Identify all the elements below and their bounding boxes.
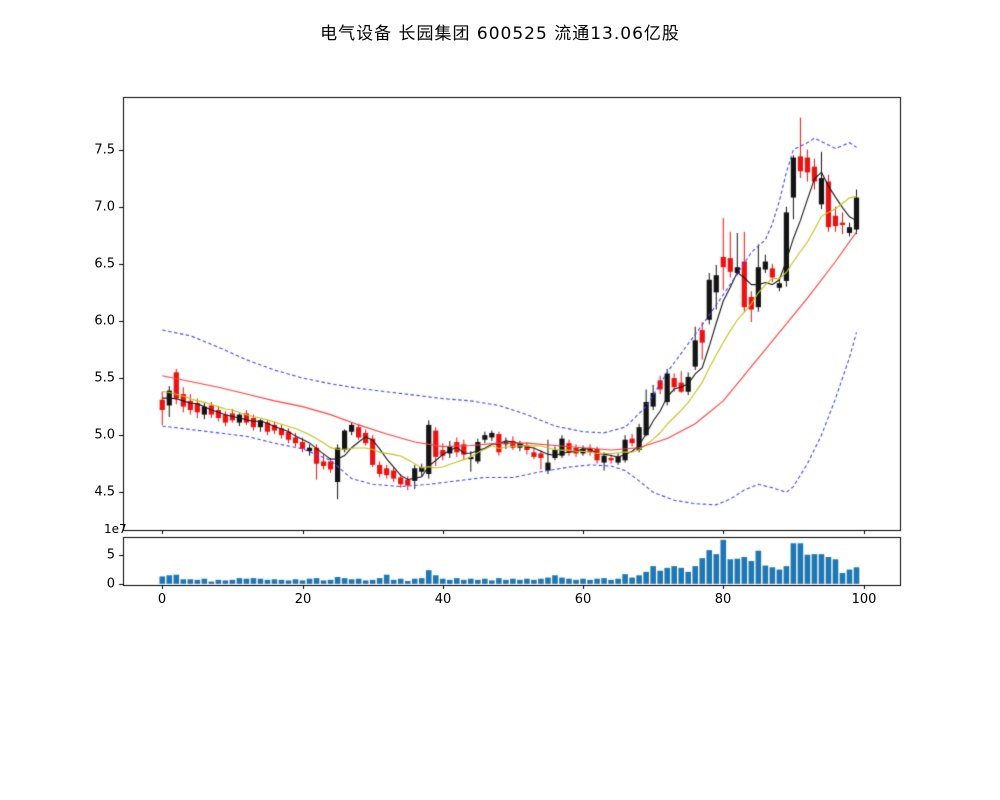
volume-ytick-label: 5: [106, 547, 115, 563]
price-ytick-label: 4.5: [94, 484, 115, 500]
chart-title: 电气设备 长园集团 600525 流通13.06亿股: [320, 24, 680, 44]
price-ytick-label: 7.5: [94, 142, 115, 158]
price-ytick-label: 5.0: [94, 427, 115, 443]
volume-ytick-label: 0: [106, 576, 115, 592]
volume-xtick-label: 60: [574, 592, 592, 607]
volume-xtick-label: 0: [157, 592, 167, 607]
price-ytick-label: 7.0: [94, 199, 115, 215]
volume-xtick-label: 100: [851, 592, 877, 607]
volume-scale-label: 1e7: [104, 522, 127, 536]
price-ytick-label: 6.5: [94, 256, 115, 272]
price-ytick-label: 5.5: [94, 370, 115, 386]
volume-xtick-label: 80: [714, 592, 732, 607]
price-ytick-label: 6.0: [94, 313, 115, 329]
volume-xtick-label: 40: [434, 592, 452, 607]
volume-xtick-label: 20: [294, 592, 312, 607]
